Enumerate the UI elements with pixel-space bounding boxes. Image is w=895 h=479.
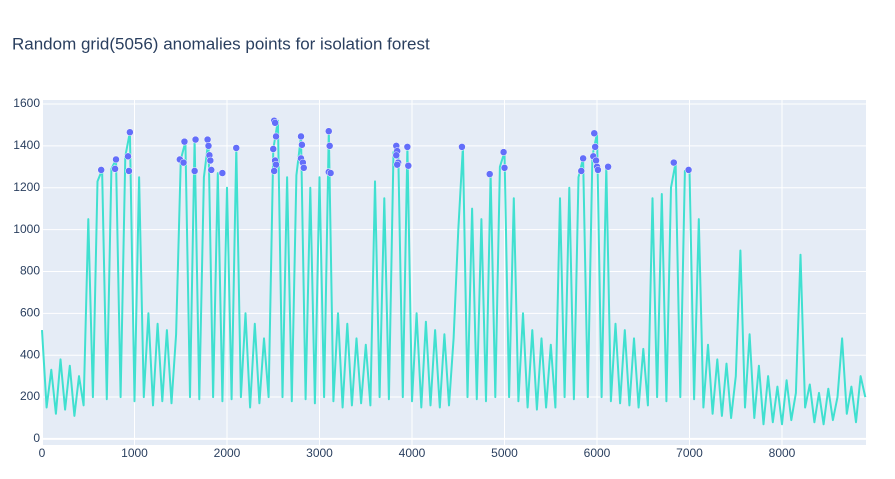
y-tick-label: 1600 bbox=[13, 96, 40, 110]
anomaly-point bbox=[124, 152, 132, 161]
anomaly-point bbox=[404, 161, 413, 170]
chart-title: Random grid(5056) anomalies points for i… bbox=[12, 34, 430, 53]
anomaly-point bbox=[207, 166, 216, 174]
anomaly-point bbox=[272, 160, 280, 169]
anomaly-point bbox=[269, 145, 278, 153]
anomaly-point bbox=[403, 143, 412, 151]
anomaly-point bbox=[579, 154, 587, 163]
anomaly-point bbox=[500, 164, 509, 172]
plot-area bbox=[42, 100, 866, 445]
y-tick-label: 1400 bbox=[13, 138, 40, 152]
anomaly-point bbox=[325, 127, 333, 135]
x-tick-label: 2000 bbox=[214, 446, 241, 460]
y-tick-label: 800 bbox=[20, 264, 40, 278]
anomaly-point bbox=[112, 155, 120, 164]
y-tick-label: 1200 bbox=[13, 180, 40, 194]
y-tick-label: 1000 bbox=[13, 222, 40, 236]
y-tick-label: 400 bbox=[20, 347, 40, 361]
anomaly-point bbox=[191, 135, 200, 144]
line bbox=[41, 119, 867, 426]
anomaly-point bbox=[325, 142, 334, 150]
x-tick-label: 3000 bbox=[306, 446, 333, 460]
anomaly-point bbox=[218, 169, 227, 177]
anomaly-point bbox=[179, 158, 188, 167]
anomaly-point bbox=[272, 132, 280, 141]
x-tick-label: 0 bbox=[39, 446, 46, 460]
anomaly-point bbox=[684, 166, 693, 174]
anomaly-point bbox=[126, 128, 134, 136]
y-tick-label: 200 bbox=[20, 389, 40, 403]
anomaly-point bbox=[300, 164, 308, 172]
anomaly-point bbox=[206, 156, 215, 165]
anomaly-point bbox=[577, 167, 586, 175]
y-tick-label: 0 bbox=[33, 431, 40, 445]
anomaly-point bbox=[111, 165, 119, 173]
anomaly-point bbox=[125, 167, 133, 175]
anomaly-point bbox=[270, 167, 278, 175]
y-tick-label: 600 bbox=[20, 305, 40, 319]
anomaly-point bbox=[298, 141, 306, 149]
anomaly-point bbox=[458, 143, 466, 151]
anomaly-point bbox=[203, 135, 212, 144]
anomaly-point bbox=[393, 160, 401, 169]
anomaly-point bbox=[271, 119, 279, 127]
anomaly-point bbox=[204, 142, 213, 150]
x-tick-label: 1000 bbox=[121, 446, 148, 460]
anomaly-point bbox=[392, 151, 401, 160]
anomaly-point bbox=[97, 166, 105, 174]
anomaly-point bbox=[232, 144, 241, 152]
x-tick-label: 4000 bbox=[399, 446, 426, 460]
anomaly-point bbox=[604, 163, 612, 171]
anomaly-point bbox=[297, 132, 305, 141]
anomaly-point bbox=[190, 167, 199, 175]
x-tick-label: 7000 bbox=[676, 446, 703, 460]
anomaly-point bbox=[590, 129, 598, 138]
x-tick-label: 8000 bbox=[769, 446, 796, 460]
anomaly-point bbox=[499, 148, 508, 156]
x-tick-label: 5000 bbox=[491, 446, 518, 460]
anomaly-point bbox=[180, 137, 189, 146]
anomaly-point bbox=[326, 169, 335, 177]
x-tick-label: 6000 bbox=[584, 446, 611, 460]
anomaly-point bbox=[485, 170, 494, 178]
anomaly-point bbox=[592, 156, 600, 165]
anomaly-point bbox=[594, 166, 602, 174]
anomaly-point bbox=[591, 143, 599, 151]
anomaly-point bbox=[670, 158, 678, 167]
